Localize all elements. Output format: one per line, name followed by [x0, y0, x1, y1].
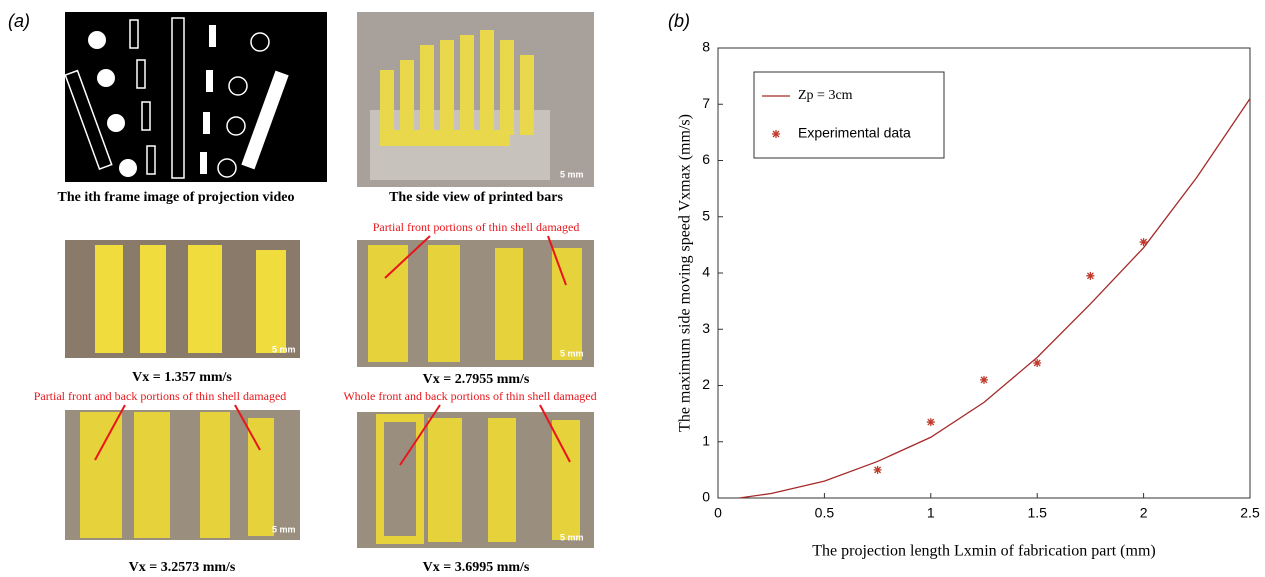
data-point [927, 418, 935, 426]
scale-bar: 5 mm [560, 348, 584, 358]
photo-36995 [357, 405, 594, 548]
speed-caption: Vx = 1.357 mm/s [132, 370, 232, 385]
data-point [1033, 359, 1041, 367]
y-tick-label: 6 [702, 151, 710, 167]
photo-27955 [357, 236, 594, 367]
caption: The ith frame image of projection video [58, 190, 295, 205]
fit-curve [739, 99, 1250, 498]
annotation: Partial front and back portions of thin … [34, 389, 287, 403]
speed-caption: Vx = 2.7955 mm/s [423, 372, 530, 387]
scale-bar: 5 mm [560, 532, 584, 542]
legend-label: Experimental data [798, 125, 911, 141]
annotation: Whole front and back portions of thin sh… [343, 389, 596, 403]
data-point [1140, 238, 1148, 246]
scale-bar: 5 mm [560, 169, 584, 179]
figure: (a) 5 mm The ith frame image of projecti… [0, 0, 1265, 577]
scale-bar: 5 mm [272, 524, 296, 534]
x-tick-label: 0.5 [815, 505, 835, 521]
legend-marker [772, 130, 780, 138]
x-tick-label: 2.5 [1240, 505, 1260, 521]
data-point [1086, 272, 1094, 280]
photo-1357 [65, 240, 300, 358]
y-axis-label: The maximum side moving speed Vxmax (mm/… [677, 114, 694, 432]
y-tick-label: 7 [702, 95, 710, 111]
frame-image [65, 12, 327, 182]
x-tick-label: 2 [1140, 505, 1148, 521]
legend-box [754, 72, 944, 158]
y-tick-label: 5 [702, 207, 710, 223]
panel-label: (b) [668, 11, 690, 31]
y-tick-label: 8 [702, 39, 710, 55]
legend-label: Zp = 3cm [798, 88, 853, 103]
side-view-photo [357, 12, 594, 187]
data-point [980, 376, 988, 384]
x-tick-label: 1 [927, 505, 935, 521]
y-tick-label: 1 [702, 432, 710, 448]
x-tick-label: 1.5 [1027, 505, 1047, 521]
panel-label: (a) [8, 11, 30, 31]
y-tick-label: 3 [702, 320, 710, 336]
speed-caption: Vx = 3.2573 mm/s [129, 560, 236, 575]
scale-bar: 5 mm [272, 344, 296, 354]
caption: The side view of printed bars [389, 190, 563, 205]
x-axis-label: The projection length Lxmin of fabricati… [812, 543, 1155, 560]
x-tick-label: 0 [714, 505, 722, 521]
y-tick-label: 0 [702, 489, 710, 505]
data-point [874, 466, 882, 474]
photo-32573 [65, 405, 300, 540]
annotation: Partial front portions of thin shell dam… [373, 220, 580, 234]
y-tick-label: 4 [702, 264, 710, 280]
y-tick-label: 2 [702, 376, 710, 392]
speed-caption: Vx = 3.6995 mm/s [423, 560, 530, 575]
